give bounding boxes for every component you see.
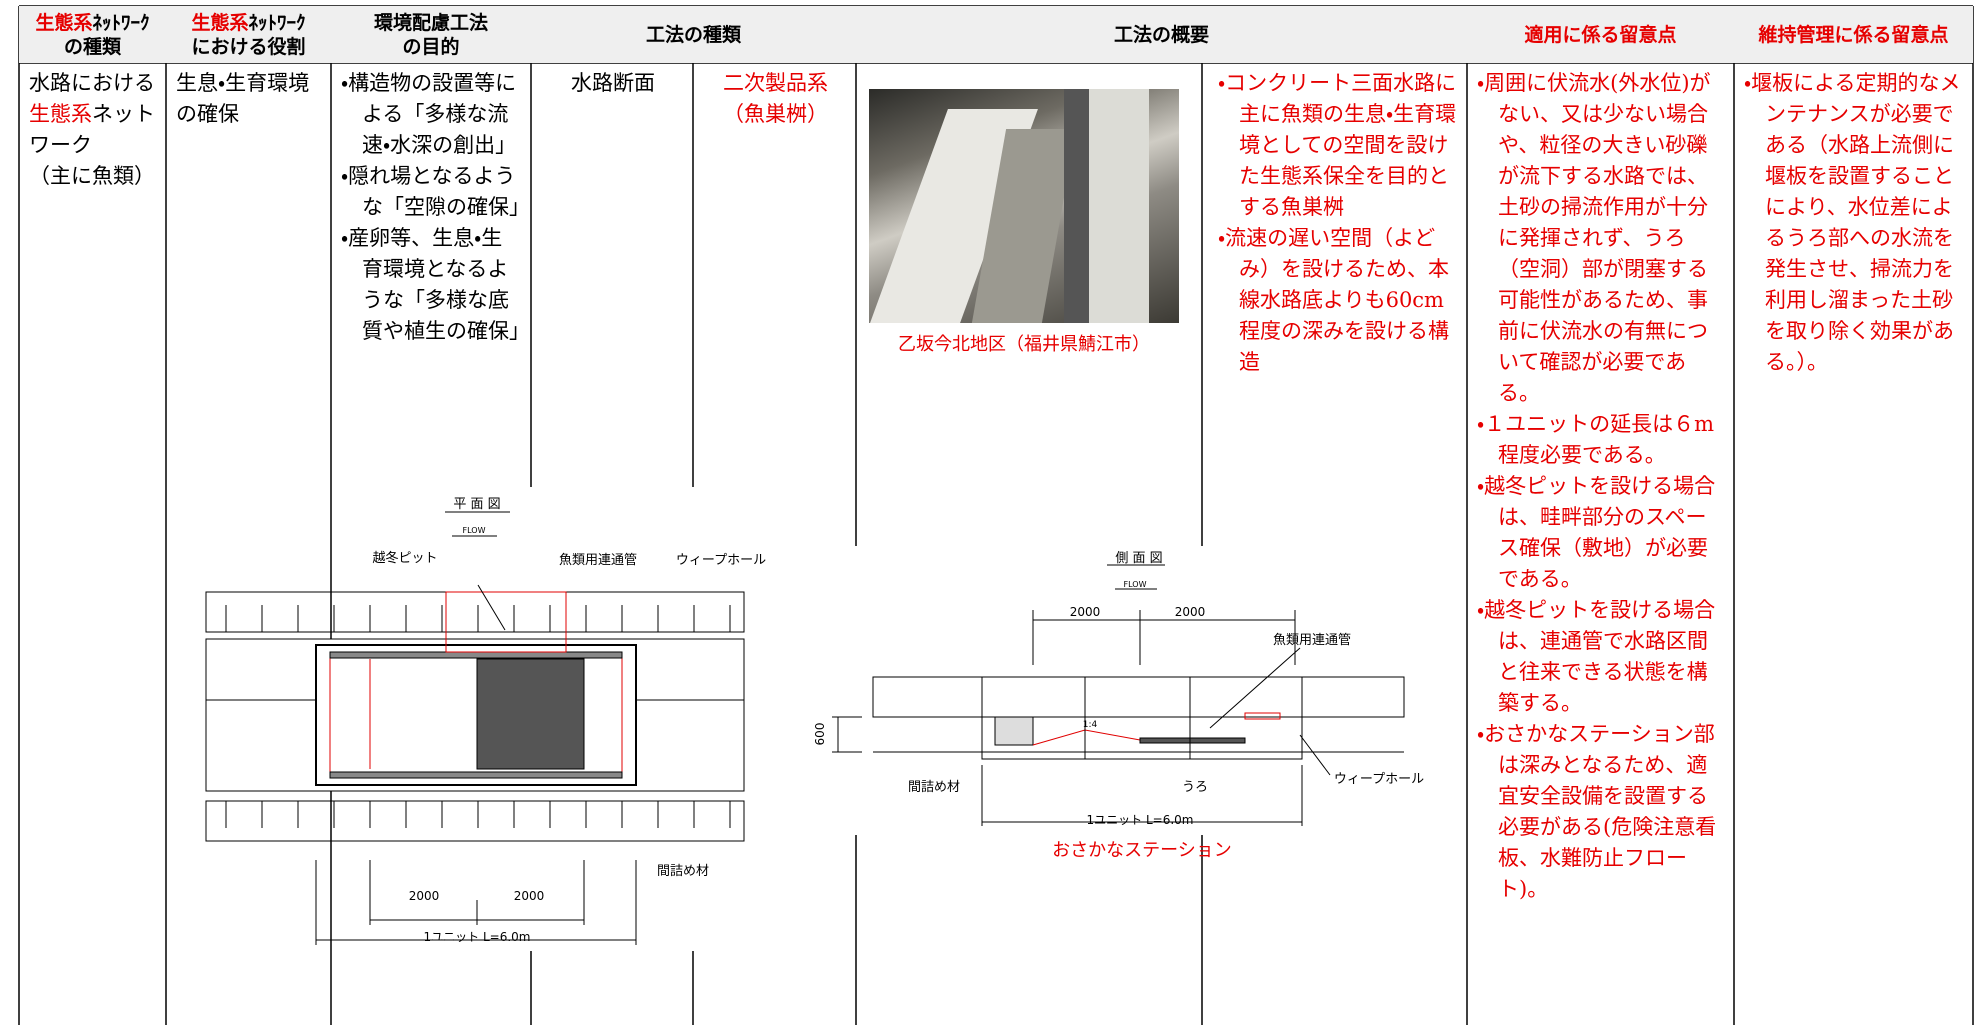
text-run: ・堰板による定期的なメンテナンスが必要である（水路上流側に堰板を設置することによ… — [1744, 71, 1961, 374]
header-line: 工法の概要 — [1114, 23, 1209, 47]
paragraph: ・越冬ピットを設ける場合は、畦畔部分のスペース確保（敷地）が必要である。 — [1477, 471, 1726, 595]
text-run: ﾈｯﾄﾜｰｸ — [248, 11, 306, 34]
photo — [869, 89, 1179, 323]
text-run: 生態系 — [29, 102, 92, 126]
header-line: 環境配慮工法 — [374, 11, 488, 35]
text-run: ・１ユニットの延長は６m程度必要である。 — [1477, 412, 1715, 467]
text-run: 生息・生育環境の確保 — [176, 71, 310, 126]
body-cell: ・堰板による定期的なメンテナンスが必要である（水路上流側に堰板を設置することによ… — [1738, 68, 1971, 378]
paragraph: （魚巣桝） — [703, 99, 848, 130]
body-cell: 生息・生育環境の確保 — [170, 68, 329, 130]
header-line: の種類 — [64, 35, 121, 59]
paragraph: 水路における生態系ネットワーク — [29, 68, 158, 161]
header-cell: 環境配慮工法 の目的 — [331, 6, 531, 63]
text-run: 生態系 — [35, 11, 93, 34]
paragraph: ・コンクリート三面水路に主に魚類の生息・生育環境としての空間を設けた生態系保全を… — [1218, 68, 1459, 223]
header-line: の目的 — [402, 35, 459, 59]
text-run: における役割 — [191, 35, 306, 58]
header-cell: 適用に係る留意点 — [1467, 6, 1734, 63]
text-run: 工法の概要 — [1113, 23, 1209, 46]
paragraph: ・１ユニットの延長は６m程度必要である。 — [1477, 409, 1726, 471]
text-run: 工法の種類 — [645, 23, 741, 46]
paragraph: 生息・生育環境の確保 — [176, 68, 323, 130]
header-line: 工法の種類 — [646, 23, 741, 47]
paragraph: ・構造物の設置等による「多様な流速・水深の創出」 — [341, 68, 523, 161]
header-line: 生態系ﾈｯﾄﾜｰｸ — [35, 11, 149, 35]
body-cell: 水路断面 — [535, 68, 691, 99]
paragraph: ・産卵等、生息・生育環境となるような「多様な底質や植生の確保」 — [341, 223, 530, 347]
header-cell: 維持管理に係る留意点 — [1734, 6, 1973, 63]
header-cell: 工法の種類 — [531, 6, 856, 63]
text-run: ネットワーク — [29, 102, 155, 157]
text-run: ・越冬ピットを設ける場合は、畦畔部分のスペース確保（敷地）が必要である。 — [1477, 474, 1716, 591]
text-run: （主に魚類） — [29, 164, 155, 188]
text-run: ・産卵等、生息・生育環境となるような「多様な底質や植生の確保」 — [341, 226, 530, 343]
text-run: 適用に係る留意点 — [1524, 23, 1677, 46]
body-cell: ・周囲に伏流水(外水位)がない、又は少ない場合や、粒径の大きい砂礫が流下する水路… — [1471, 68, 1732, 905]
paragraph: 二次製品系 — [703, 68, 848, 99]
paragraph: ・流速の遅い空間（よどみ）を設けるため、本線水路底よりも60cm程度の深みを設け… — [1218, 223, 1459, 378]
paragraph: ・おさかなステーション部は深みとなるため、適宜安全設備を設置する必要がある(危険… — [1477, 719, 1726, 905]
header-line: 維持管理に係る留意点 — [1758, 23, 1948, 47]
header-cell: 生態系ﾈｯﾄﾜｰｸ における役割 — [166, 6, 331, 63]
text-run: の種類 — [63, 35, 121, 58]
header-line: 生態系ﾈｯﾄﾜｰｸ — [191, 11, 305, 35]
body-cell: 二次製品系 （魚巣桝） — [697, 68, 854, 130]
paragraph: （主に魚類） — [29, 161, 158, 192]
text-run: 生態系 — [191, 11, 249, 34]
text-run: の目的 — [402, 35, 460, 58]
body-cell: ・コンクリート三面水路に主に魚類の生息・生育環境としての空間を設けた生態系保全を… — [1212, 68, 1465, 378]
text-run: ・隠れ場となるような「空隙の確保」 — [341, 164, 530, 219]
text-run: 水路における — [29, 71, 155, 95]
paragraph: ・越冬ピットを設ける場合は、連通管で水路区間と往来できる状態を構築する。 — [1477, 595, 1726, 719]
text-run: ・周囲に伏流水(外水位)がない、又は少ない場合や、粒径の大きい砂礫が流下する水路… — [1477, 71, 1711, 405]
paragraph: ・隠れ場となるような「空隙の確保」 — [341, 161, 530, 223]
text-run: 二次製品系 — [723, 71, 828, 95]
paragraph: 水路断面 — [541, 68, 685, 99]
header-line: 適用に係る留意点 — [1524, 23, 1676, 47]
paragraph: ・周囲に伏流水(外水位)がない、又は少ない場合や、粒径の大きい砂礫が流下する水路… — [1477, 68, 1726, 409]
text-run: ・流速の遅い空間（よどみ）を設けるため、本線水路底よりも60cm程度の深みを設け… — [1218, 226, 1449, 374]
text-run: ・コンクリート三面水路に主に魚類の生息・生育環境としての空間を設けた生態系保全を… — [1218, 71, 1457, 219]
header-line: における役割 — [191, 35, 305, 59]
photo-caption: 乙坂今北地区（福井県鯖江市） — [898, 334, 1150, 355]
body-cell: 水路における生態系ネットワーク （主に魚類） — [23, 68, 164, 192]
text-run: ・構造物の設置等による「多様な流速・水深の創出」 — [341, 71, 517, 157]
text-run: ・おさかなステーション部は深みとなるため、適宜安全設備を設置する必要がある(危険… — [1477, 722, 1717, 901]
text-run: 水路断面 — [571, 71, 655, 95]
text-run: ﾈｯﾄﾜｰｸ — [92, 11, 150, 34]
text-run: 維持管理に係る留意点 — [1758, 23, 1949, 46]
text-run: ・越冬ピットを設ける場合は、連通管で水路区間と往来できる状態を構築する。 — [1477, 598, 1716, 715]
text-run: （魚巣桝） — [723, 102, 828, 126]
header-cell: 生態系ﾈｯﾄﾜｰｸ の種類 — [19, 6, 166, 63]
header-cell: 工法の概要 — [856, 6, 1467, 63]
text-run: 環境配慮工法 — [373, 11, 488, 34]
paragraph: ・堰板による定期的なメンテナンスが必要である（水路上流側に堰板を設置することによ… — [1744, 68, 1965, 378]
body-cell: ・構造物の設置等による「多様な流速・水深の創出」・隠れ場となるような「空隙の確保… — [335, 68, 530, 347]
